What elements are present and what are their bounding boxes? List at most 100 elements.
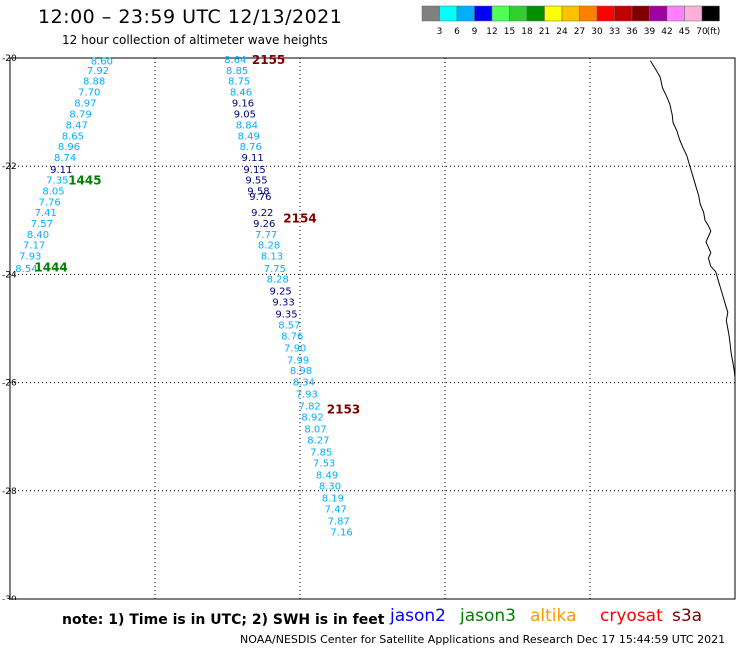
pass-time-label: 1444 bbox=[34, 260, 67, 274]
wave-height-value: 8.64 bbox=[224, 55, 246, 66]
wave-height-value: 9.22 bbox=[251, 208, 273, 219]
wave-height-value: 9.26 bbox=[253, 219, 275, 230]
wave-height-value: 8.30 bbox=[319, 481, 341, 492]
map-title: 12:00 – 23:59 UTC 12/13/2021 bbox=[38, 6, 343, 28]
wave-height-value: 7.70 bbox=[78, 88, 100, 99]
color-scale-legend: 3 6 9 12 15 18 21 24 27 30 33 36 39 42 45 70(ft) bbox=[421, 5, 721, 37]
colorbar-label: 45 bbox=[679, 27, 690, 37]
colorbar-unit: (ft) bbox=[707, 27, 721, 37]
wave-height-value: 8.46 bbox=[230, 88, 252, 99]
colorbar-label: 27 bbox=[574, 27, 585, 37]
wave-height-value: 7.53 bbox=[313, 459, 335, 470]
wave-height-value: 9.55 bbox=[245, 176, 267, 187]
wave-height-value: 9.11 bbox=[50, 165, 72, 176]
wave-height-value: 9.25 bbox=[270, 287, 292, 298]
pass-time-label: 1445 bbox=[68, 174, 101, 188]
y-tick-label: -20 bbox=[2, 54, 17, 64]
y-tick-label: -22 bbox=[2, 162, 17, 172]
wave-height-value: 8.47 bbox=[66, 121, 88, 132]
wave-height-value: 7.93 bbox=[19, 251, 41, 262]
wave-height-value: 7.17 bbox=[23, 241, 45, 252]
wave-height-value: 7.85 bbox=[310, 447, 332, 458]
wave-height-value: 8.57 bbox=[278, 321, 300, 332]
wave-height-value: 8.75 bbox=[228, 77, 250, 88]
colorbar-swatch bbox=[701, 5, 720, 22]
wave-height-value: 7.93 bbox=[296, 389, 318, 400]
wave-height-value: 8.05 bbox=[42, 187, 64, 198]
wave-height-value: 8.19 bbox=[322, 493, 344, 504]
colorbar-label: 3 bbox=[437, 27, 443, 37]
wave-height-value: 7.90 bbox=[284, 343, 306, 354]
pass-time-label: 2155 bbox=[252, 53, 285, 67]
colorbar-label: 18 bbox=[521, 27, 533, 37]
legend-cryosat: cryosat bbox=[600, 606, 663, 626]
wave-height-value: 8.76 bbox=[240, 142, 262, 153]
wave-height-value: 8.07 bbox=[304, 425, 326, 436]
wave-height-value: 8.76 bbox=[281, 332, 303, 343]
wave-height-value: 8.85 bbox=[226, 66, 248, 77]
wave-height-value: 7.77 bbox=[255, 230, 277, 241]
wave-height-value: 7.16 bbox=[330, 527, 352, 538]
wave-height-value: 7.99 bbox=[287, 355, 309, 366]
wave-height-value: 9.76 bbox=[249, 192, 271, 203]
legend-altika: altika bbox=[530, 606, 577, 626]
wave-height-value: 9.05 bbox=[234, 110, 256, 121]
legend-s3a: s3a bbox=[672, 606, 703, 626]
y-tick-label: -26 bbox=[2, 379, 17, 389]
wave-height-value: 8.97 bbox=[74, 98, 96, 109]
map-subtitle: 12 hour collection of altimeter wave hei… bbox=[62, 33, 328, 47]
colorbar-label: 12 bbox=[486, 27, 497, 37]
wave-height-value: 8.84 bbox=[236, 121, 258, 132]
wave-height-value: 8.49 bbox=[316, 471, 338, 482]
wave-height-value: 8.96 bbox=[58, 142, 80, 153]
wave-height-value: 7.35 bbox=[46, 176, 68, 187]
wave-height-value: 8.28 bbox=[258, 241, 280, 252]
colorbar-label: 33 bbox=[609, 27, 620, 37]
wave-height-value: 9.33 bbox=[272, 297, 294, 308]
wave-height-value: 8.28 bbox=[267, 275, 289, 286]
wave-height-value: 7.87 bbox=[328, 517, 350, 528]
legend-jason3: jason3 bbox=[460, 606, 516, 626]
y-tick-label: -24 bbox=[2, 270, 17, 280]
colorbar-label: 6 bbox=[454, 27, 460, 37]
wave-height-value: 8.54 bbox=[15, 264, 37, 275]
wave-height-value: 9.58 bbox=[247, 187, 269, 198]
footer-note: note: 1) Time is in UTC; 2) SWH is in fe… bbox=[62, 612, 385, 628]
wave-height-value: 8.88 bbox=[83, 77, 105, 88]
wave-height-value: 7.41 bbox=[35, 208, 57, 219]
colorbar-label: 36 bbox=[626, 27, 638, 37]
altimeter-plot: 03691215-20-22-24-26-28-308.607.928.887.… bbox=[2, 53, 736, 600]
pass-time-label: 2154 bbox=[283, 212, 316, 226]
colorbar-label: 39 bbox=[644, 27, 656, 37]
colorbar-label: 70 bbox=[696, 27, 708, 37]
wave-height-value: 8.13 bbox=[261, 251, 283, 262]
wave-height-value: 7.76 bbox=[39, 197, 61, 208]
wave-height-value: 8.98 bbox=[290, 366, 312, 377]
wave-height-value: 8.34 bbox=[293, 378, 315, 389]
plot-frame bbox=[9, 57, 736, 600]
wave-height-value: 9.16 bbox=[232, 98, 254, 109]
wave-height-value: 8.27 bbox=[307, 435, 329, 446]
colorbar-label: 15 bbox=[504, 27, 515, 37]
wave-height-value: 7.57 bbox=[31, 219, 53, 230]
wave-height-value: 8.49 bbox=[238, 131, 260, 142]
pass-time-label: 2153 bbox=[327, 403, 360, 417]
wave-height-value: 7.75 bbox=[264, 264, 286, 275]
colorbar-label: 21 bbox=[539, 27, 550, 37]
wave-height-value: 9.11 bbox=[242, 153, 264, 164]
coastline bbox=[649, 60, 736, 378]
y-tick-label: -30 bbox=[2, 595, 17, 600]
legend-jason2: jason2 bbox=[390, 606, 446, 626]
wave-height-value: 9.35 bbox=[275, 309, 297, 320]
wave-height-value: 7.92 bbox=[87, 66, 109, 77]
wave-height-value: 8.60 bbox=[91, 57, 113, 68]
wave-height-value: 8.40 bbox=[27, 230, 49, 241]
colorbar-label: 42 bbox=[661, 27, 672, 37]
wave-height-value: 7.47 bbox=[325, 505, 347, 516]
wave-height-value: 8.74 bbox=[54, 153, 76, 164]
wave-height-value: 9.15 bbox=[243, 165, 265, 176]
y-tick-label: -28 bbox=[2, 487, 17, 497]
colorbar-label: 9 bbox=[472, 27, 478, 37]
colorbar-label: 30 bbox=[591, 27, 603, 37]
